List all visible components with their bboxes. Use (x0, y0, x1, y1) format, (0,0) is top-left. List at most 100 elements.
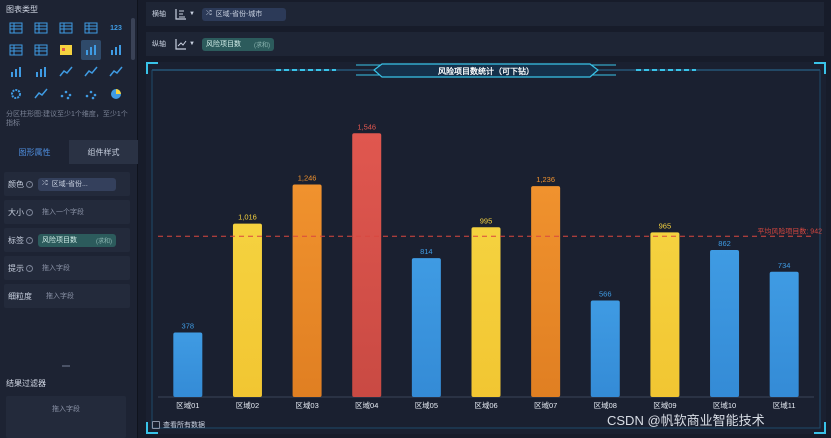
x-tick-label: 区域02 (236, 400, 259, 410)
color-label: 颜色 (8, 179, 24, 189)
grouped-column-icon[interactable] (81, 40, 101, 60)
map-icon[interactable] (56, 40, 76, 60)
bar-区域03[interactable] (292, 184, 322, 397)
color-field-pill[interactable]: ⤮ 区域-省份... (38, 177, 116, 191)
row-table-icon[interactable] (6, 40, 26, 60)
x-tick-label: 区域07 (534, 400, 557, 410)
checkbox-icon[interactable] (152, 421, 160, 429)
stacked-column-icon[interactable] (31, 62, 51, 82)
y-axis-type-selector[interactable]: ▼ (174, 37, 202, 51)
tag-label: 标签 (8, 235, 24, 245)
bar-value-label: 1,236 (536, 175, 555, 184)
table-icon[interactable] (6, 18, 26, 38)
watermark-text: CSDN @帆软商业智能技术 (607, 413, 765, 428)
x-axis-label: 横轴 (152, 11, 166, 18)
shuffle-icon: ⤮ (206, 10, 212, 17)
grouped-bar-icon[interactable] (106, 40, 126, 60)
x-axis-type-selector[interactable]: ▼ (174, 7, 202, 21)
help-icon[interactable]: ? (26, 236, 33, 244)
granularity-label: 细粒度 (8, 291, 32, 301)
pie-icon[interactable] (106, 84, 126, 104)
y-axis-field-aggregation: (求和) (254, 42, 270, 49)
chart-type-hint: 分区柱形图:建议至少1个维度，至少1个指标 (6, 111, 128, 127)
chart-canvas: 风险项目数统计（可下钻） 378 区域01 1,016 区域02 1,246 区域03 1,… (146, 62, 826, 434)
cross-table-icon[interactable] (31, 18, 51, 38)
bar-value-label: 566 (599, 289, 612, 298)
bar-区域11[interactable] (769, 271, 799, 397)
category-axis-icon (175, 9, 186, 20)
tab-graphic-properties[interactable]: 图形属性 (0, 140, 69, 164)
bar-value-label: 1,246 (298, 173, 317, 182)
bar-区域08[interactable] (590, 300, 620, 397)
bar-chart-plot: 378 区域01 1,016 区域02 1,246 区域03 1,546 区域04 814 区域0… (158, 122, 822, 410)
x-tick-label: 区域08 (594, 400, 617, 410)
left-panel: 图表类型 123 分区柱形图:建议至少1个维度，至少1个指标 图形属性 组件样式… (0, 0, 138, 438)
x-tick-label: 区域04 (355, 400, 378, 410)
show-all-data-toggle[interactable]: 查看所有数据 (152, 420, 205, 430)
grid-table-icon[interactable] (56, 18, 76, 38)
size-drop-placeholder[interactable]: 拖入一个字段 (42, 209, 84, 216)
gear-chart-icon[interactable] (6, 84, 26, 104)
chart-type-grid: 123 (6, 18, 128, 110)
help-icon[interactable]: ? (26, 264, 33, 272)
bar-value-label: 734 (778, 261, 791, 270)
chevron-down-icon: ▼ (189, 41, 195, 47)
bar-value-label: 995 (480, 216, 493, 225)
granularity-drop-placeholder[interactable]: 拖入字段 (46, 293, 74, 300)
x-tick-label: 区域01 (176, 400, 199, 410)
y-axis-bar: 纵轴 ▼ 风险项目数 (求和) (146, 32, 824, 56)
tag-field-pill[interactable]: 风险项目数 (求和) (38, 233, 116, 247)
detail-table-icon[interactable] (31, 40, 51, 60)
bar-区域10[interactable] (710, 249, 740, 397)
tooltip-drop-placeholder[interactable]: 拖入字段 (42, 265, 70, 272)
color-field-label: 区域-省份... (51, 181, 88, 188)
help-icon[interactable]: ? (26, 180, 33, 188)
tab-component-style[interactable]: 组件样式 (69, 140, 138, 164)
tech-frame-decoration (146, 62, 826, 434)
x-tick-label: 区域06 (474, 400, 497, 410)
bubble-icon[interactable] (81, 84, 101, 104)
granularity-property-row[interactable]: 细粒度 拖入字段 (4, 284, 130, 308)
show-all-data-label: 查看所有数据 (163, 422, 205, 429)
x-axis-bar: 横轴 ▼ ⤮ 区域-省份-城市 (146, 2, 824, 26)
chart-type-scrollbar[interactable] (131, 18, 135, 60)
result-filter-title: 结果过滤器 (6, 379, 46, 388)
bar-区域04[interactable] (352, 133, 382, 397)
funnel-line-icon[interactable] (106, 62, 126, 82)
y-axis-field-pill[interactable]: 风险项目数 (求和) (202, 37, 274, 51)
color-property-row[interactable]: 颜色? ⤮ 区域-省份... (4, 172, 130, 196)
help-icon[interactable]: ? (26, 208, 33, 216)
bar-区域07[interactable] (531, 186, 561, 397)
bar-value-label: 965 (659, 221, 672, 230)
bar-区域01[interactable] (173, 332, 203, 397)
bar-value-label: 814 (420, 247, 433, 256)
result-filter-dropzone[interactable]: 拖入字段 (6, 396, 126, 438)
property-tabs: 图形属性 组件样式 (0, 140, 138, 164)
area-stack-icon[interactable] (81, 62, 101, 82)
kpi-icon[interactable]: 123 (110, 24, 122, 32)
x-tick-label: 区域03 (295, 400, 318, 410)
line-column-icon[interactable] (56, 62, 76, 82)
x-tick-label: 区域11 (773, 400, 796, 410)
tag-property-row[interactable]: 标签? 风险项目数 (求和) (4, 228, 130, 252)
chevron-down-icon: ▼ (189, 11, 195, 17)
column-chart-icon[interactable] (6, 62, 26, 82)
scatter-icon[interactable] (56, 84, 76, 104)
bar-区域05[interactable] (411, 258, 441, 397)
dashboard-icon[interactable] (81, 18, 101, 38)
bar-value-label: 378 (182, 322, 195, 331)
x-axis-field-pill[interactable]: ⤮ 区域-省份-城市 (202, 7, 286, 21)
panel-splitter-handle[interactable] (62, 365, 70, 367)
bar-区域02[interactable] (232, 223, 262, 397)
x-tick-label: 区域09 (653, 400, 676, 410)
bar-区域06[interactable] (471, 227, 501, 397)
size-label: 大小 (8, 207, 24, 217)
tag-field-aggregation: (求和) (96, 238, 112, 245)
tooltip-label: 提示 (8, 263, 24, 273)
average-line-label: 平均风险项目数: 942 (757, 226, 822, 235)
size-property-row[interactable]: 大小? 拖入一个字段 (4, 200, 130, 224)
chart-title: 风险项目数统计（可下钻） (438, 67, 534, 76)
tooltip-property-row[interactable]: 提示? 拖入字段 (4, 256, 130, 280)
bar-区域09[interactable] (650, 232, 680, 397)
line-chart-icon[interactable] (31, 84, 51, 104)
